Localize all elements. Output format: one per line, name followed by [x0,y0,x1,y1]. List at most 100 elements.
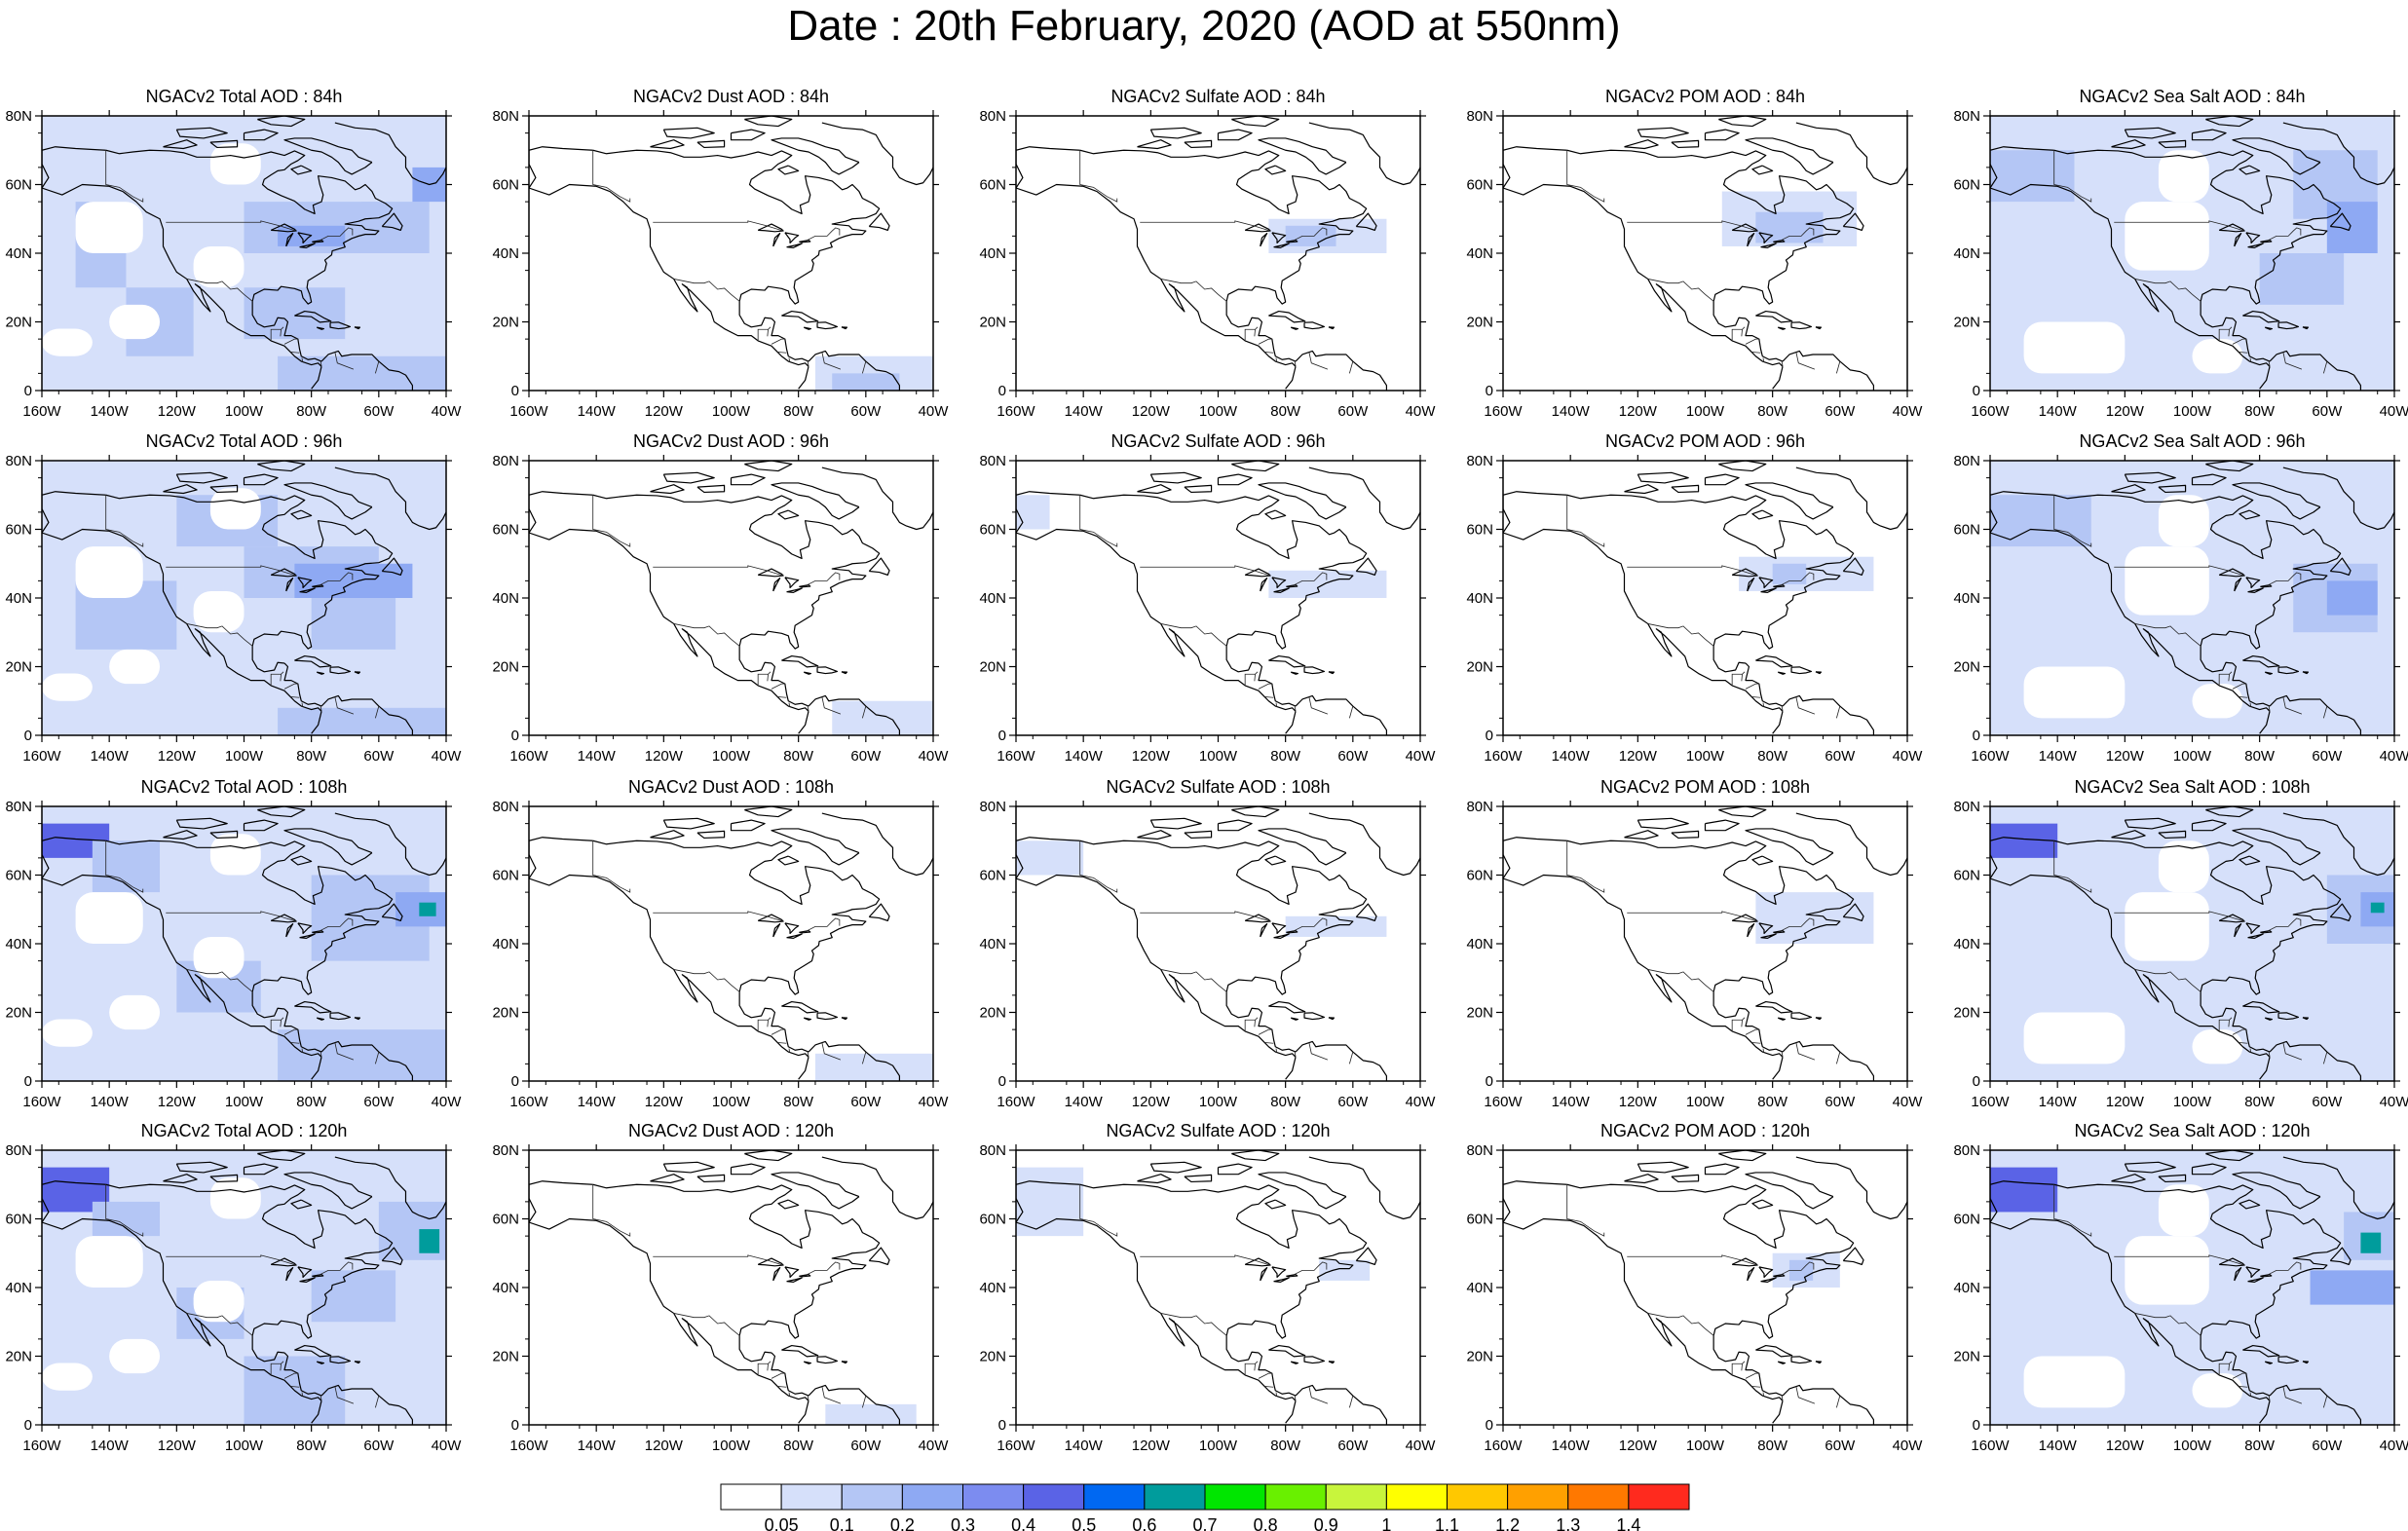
political-border [821,1042,842,1061]
political-border [1348,1395,1354,1408]
coastline [2124,1161,2176,1174]
x-tick-label: 160W [997,403,1035,420]
coastline [334,1156,446,1220]
political-border [2282,352,2303,370]
political-border [2249,357,2252,362]
coastline [2282,1156,2394,1220]
colorbar-label: 1.1 [1435,1515,1459,1531]
political-border [1647,623,1714,647]
colorbar-swatch [720,1483,782,1511]
political-border [757,1017,771,1031]
coastline [381,212,403,231]
map-panel: 160W 140W 120W 100W 80W 60W 40W 80N 60N 40N 20N 0 NG… [5,431,462,765]
political-border [1348,705,1354,719]
x-tick-label: 140W [1065,1438,1104,1454]
coastline [1308,467,1420,531]
clear-area [209,1177,261,1219]
coastline [1295,350,1388,391]
coastline [1671,1174,1700,1183]
x-tick-label: 40W [432,1438,463,1454]
political-border [1288,917,1328,934]
colorbar-swatch [1325,1483,1387,1511]
x-tick-label: 140W [1552,748,1591,765]
coastline [1777,671,1787,675]
x-tick-label: 40W [1893,748,1924,765]
coastline [2191,473,2227,486]
coastline [1217,1163,1253,1176]
coastline [1671,830,1700,840]
coastline [1184,830,1213,840]
y-tick-label: 40N [5,245,32,262]
coastline [1566,149,1855,328]
x-tick-label: 60W [2312,403,2343,420]
x-tick-label: 100W [1686,1094,1725,1110]
coastline [2264,1017,2274,1021]
x-tick-label: 60W [1337,1438,1369,1454]
coastlines [42,1150,446,1425]
x-tick-label: 160W [1484,403,1523,420]
x-tick-label: 120W [645,403,684,420]
coastline [821,812,933,877]
y-tick-label: 60N [1953,868,1980,884]
coastline [1772,711,1784,734]
coastline [42,1180,322,1401]
coastline [2234,232,2242,247]
coastline [1751,1199,1774,1210]
y-tick-label: 40N [1953,245,1980,262]
colorbar-label: 0.6 [1132,1515,1156,1531]
coastline [803,671,812,675]
political-border [2282,1042,2303,1061]
political-border [2239,1042,2248,1044]
colorbar-label: 0.9 [1314,1515,1338,1531]
aod-patch [361,202,430,253]
x-tick-label: 140W [578,403,617,420]
y-tick-label: 80N [5,1142,32,1159]
political-border [1140,565,1271,577]
coastline [696,484,726,494]
figure-title: Date : 20th February, 2020 (AOD at 550nm… [787,2,1621,50]
colorbar-label: 0.8 [1254,1515,1278,1531]
coastline [2111,830,2146,840]
x-tick-label: 140W [2039,748,2078,765]
political-border [1288,227,1328,243]
political-border [767,1363,769,1371]
coastline [2232,1352,2271,1397]
map-panel: 160W 140W 120W 100W 80W 60W 40W 80N 60N 40N 20N 0 NG… [492,431,949,765]
coastline [209,1174,239,1183]
political-border [283,338,298,345]
coastline [1264,509,1287,520]
coastline [285,1266,294,1282]
coastline [1842,1247,1864,1265]
coastline [662,471,715,484]
political-border [1140,911,1271,922]
coastline [816,1012,839,1021]
political-border [1160,1313,1227,1336]
x-tick-label: 140W [91,1438,130,1454]
political-border [1751,352,1761,354]
political-border [1294,705,1297,711]
political-border [1264,1042,1274,1044]
panel-title: NGACv2 Sea Salt AOD : 96h [2079,431,2305,451]
coastline [592,1183,881,1363]
colorbar-label: 0.05 [765,1515,799,1531]
clear-area [42,673,93,701]
y-tick-label: 60N [5,177,32,194]
coastline [290,509,313,520]
political-border [1731,1361,1746,1375]
political-border [1264,696,1274,698]
political-border [2322,1395,2328,1408]
coastline [1704,129,1740,141]
coastline [2259,1057,2271,1080]
coastline [2277,1356,2300,1364]
coastline [320,694,414,735]
x-tick-label: 60W [1337,1094,1369,1110]
political-border [2262,1261,2302,1278]
coastline [1355,903,1377,921]
coastline [285,922,294,938]
y-tick-label: 80N [979,1142,1006,1159]
coastline [592,840,881,1019]
y-tick-label: 20N [979,1005,1006,1022]
coastline [2053,149,2342,328]
map-panel: 160W 140W 120W 100W 80W 60W 40W 80N 60N 40N 20N 0 NG… [979,431,1436,765]
political-border [1254,1363,1256,1371]
